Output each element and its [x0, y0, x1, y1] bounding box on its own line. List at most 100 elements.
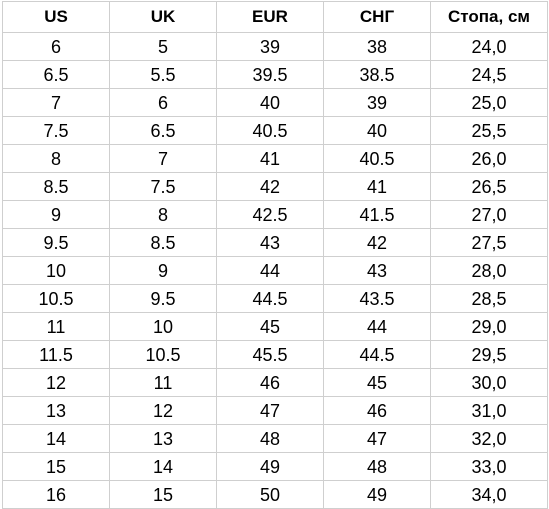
- cell-us: 9.5: [2, 228, 110, 257]
- cell-cis: 42: [323, 228, 431, 257]
- table-row: 12 11 46 45 30,0: [2, 368, 548, 397]
- header-eur: EUR: [216, 1, 324, 33]
- table-row: 8.5 7.5 42 41 26,5: [2, 172, 548, 201]
- table-row: 10 9 44 43 28,0: [2, 256, 548, 285]
- cell-cis: 44.5: [323, 340, 431, 369]
- cell-uk: 9: [109, 256, 217, 285]
- table-row: 11 10 45 44 29,0: [2, 312, 548, 341]
- cell-uk: 10: [109, 312, 217, 341]
- cell-eur: 44.5: [216, 284, 324, 313]
- table-row: 15 14 49 48 33,0: [2, 452, 548, 481]
- cell-eur: 43: [216, 228, 324, 257]
- cell-foot-length: 31,0: [430, 396, 548, 425]
- cell-cis: 43.5: [323, 284, 431, 313]
- cell-eur: 41: [216, 144, 324, 173]
- cell-foot-length: 33,0: [430, 452, 548, 481]
- cell-eur: 45: [216, 312, 324, 341]
- cell-eur: 39.5: [216, 60, 324, 89]
- cell-uk: 9.5: [109, 284, 217, 313]
- cell-uk: 6: [109, 88, 217, 117]
- cell-eur: 47: [216, 396, 324, 425]
- cell-eur: 44: [216, 256, 324, 285]
- cell-us: 16: [2, 480, 110, 509]
- cell-uk: 11: [109, 368, 217, 397]
- cell-foot-length: 27,0: [430, 200, 548, 229]
- cell-cis: 40: [323, 116, 431, 145]
- cell-eur: 50: [216, 480, 324, 509]
- cell-cis: 38.5: [323, 60, 431, 89]
- cell-us: 6.5: [2, 60, 110, 89]
- cell-cis: 43: [323, 256, 431, 285]
- cell-foot-length: 29,5: [430, 340, 548, 369]
- cell-cis: 38: [323, 32, 431, 61]
- cell-cis: 40.5: [323, 144, 431, 173]
- cell-uk: 8.5: [109, 228, 217, 257]
- cell-uk: 10.5: [109, 340, 217, 369]
- table-row: 11.5 10.5 45.5 44.5 29,5: [2, 340, 548, 369]
- cell-us: 8.5: [2, 172, 110, 201]
- cell-foot-length: 28,5: [430, 284, 548, 313]
- table-row: 9 8 42.5 41.5 27,0: [2, 200, 548, 229]
- cell-eur: 39: [216, 32, 324, 61]
- table-row: 9.5 8.5 43 42 27,5: [2, 228, 548, 257]
- header-cis: СНГ: [323, 1, 431, 33]
- cell-cis: 49: [323, 480, 431, 509]
- cell-foot-length: 30,0: [430, 368, 548, 397]
- cell-foot-length: 34,0: [430, 480, 548, 509]
- cell-uk: 5: [109, 32, 217, 61]
- cell-eur: 45.5: [216, 340, 324, 369]
- cell-us: 9: [2, 200, 110, 229]
- cell-us: 6: [2, 32, 110, 61]
- cell-foot-length: 29,0: [430, 312, 548, 341]
- cell-uk: 7.5: [109, 172, 217, 201]
- cell-cis: 41.5: [323, 200, 431, 229]
- cell-us: 12: [2, 368, 110, 397]
- header-uk: UK: [109, 1, 217, 33]
- cell-eur: 46: [216, 368, 324, 397]
- cell-eur: 40: [216, 88, 324, 117]
- cell-uk: 6.5: [109, 116, 217, 145]
- cell-cis: 46: [323, 396, 431, 425]
- cell-eur: 42.5: [216, 200, 324, 229]
- table-row: 16 15 50 49 34,0: [2, 480, 548, 509]
- cell-uk: 14: [109, 452, 217, 481]
- cell-us: 14: [2, 424, 110, 453]
- cell-foot-length: 25,5: [430, 116, 548, 145]
- cell-us: 11: [2, 312, 110, 341]
- cell-us: 7: [2, 88, 110, 117]
- table-row: 7 6 40 39 25,0: [2, 88, 548, 117]
- cell-foot-length: 24,5: [430, 60, 548, 89]
- cell-us: 15: [2, 452, 110, 481]
- header-foot-length: Стопа, см: [430, 1, 548, 33]
- header-us: US: [2, 1, 110, 33]
- cell-foot-length: 26,5: [430, 172, 548, 201]
- cell-us: 7.5: [2, 116, 110, 145]
- cell-uk: 8: [109, 200, 217, 229]
- cell-eur: 42: [216, 172, 324, 201]
- cell-us: 8: [2, 144, 110, 173]
- table-row: 6 5 39 38 24,0: [2, 32, 548, 61]
- table-row: 10.5 9.5 44.5 43.5 28,5: [2, 284, 548, 313]
- cell-foot-length: 25,0: [430, 88, 548, 117]
- cell-cis: 47: [323, 424, 431, 453]
- table-body: 6 5 39 38 24,0 6.5 5.5 39.5 38.5 24,5 7 6 40 39 25,0 7.…: [2, 32, 548, 509]
- cell-us: 10: [2, 256, 110, 285]
- cell-eur: 48: [216, 424, 324, 453]
- cell-us: 13: [2, 396, 110, 425]
- cell-eur: 49: [216, 452, 324, 481]
- cell-cis: 41: [323, 172, 431, 201]
- cell-cis: 44: [323, 312, 431, 341]
- cell-uk: 13: [109, 424, 217, 453]
- cell-foot-length: 28,0: [430, 256, 548, 285]
- cell-foot-length: 26,0: [430, 144, 548, 173]
- cell-cis: 45: [323, 368, 431, 397]
- cell-eur: 40.5: [216, 116, 324, 145]
- table-row: 7.5 6.5 40.5 40 25,5: [2, 116, 548, 145]
- cell-uk: 7: [109, 144, 217, 173]
- cell-foot-length: 32,0: [430, 424, 548, 453]
- cell-uk: 5.5: [109, 60, 217, 89]
- cell-foot-length: 24,0: [430, 32, 548, 61]
- cell-uk: 12: [109, 396, 217, 425]
- table-row: 6.5 5.5 39.5 38.5 24,5: [2, 60, 548, 89]
